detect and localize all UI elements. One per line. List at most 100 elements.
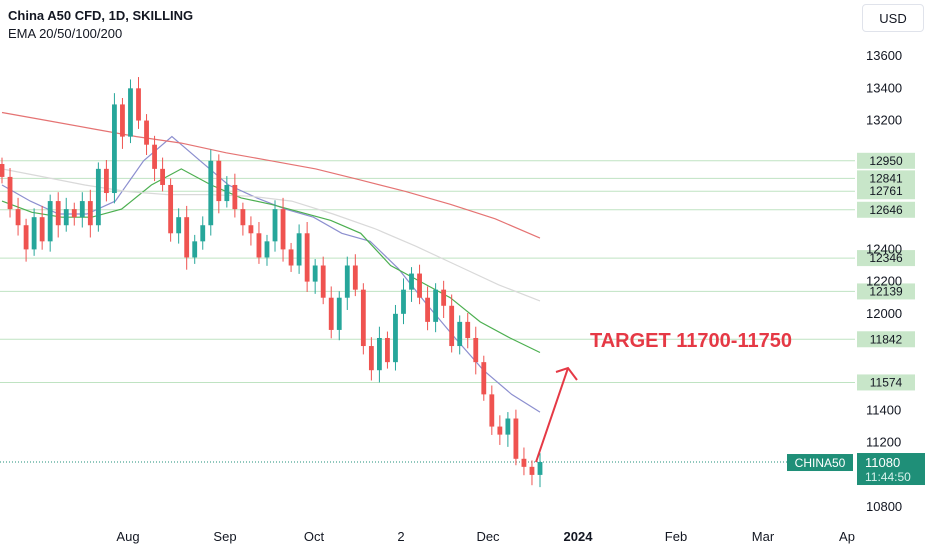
candle-body	[505, 418, 511, 435]
candle-body	[160, 168, 166, 185]
candle-body	[328, 297, 334, 330]
symbol-tag: CHINA50	[795, 456, 846, 470]
y-tick-label: 12000	[866, 306, 902, 321]
x-tick-label: Ap	[839, 529, 855, 544]
candle-body	[31, 217, 37, 250]
candle-body	[296, 233, 302, 266]
x-tick-label: Oct	[304, 529, 325, 544]
x-tick-label: Aug	[116, 529, 139, 544]
level-label: 12139	[869, 284, 903, 298]
candle-body	[441, 289, 447, 306]
y-tick-label: 11400	[866, 402, 901, 417]
currency-button[interactable]: USD	[862, 4, 924, 32]
candlesticks	[0, 77, 543, 488]
level-label: 11574	[870, 375, 903, 389]
candle-body	[272, 209, 278, 242]
y-tick-label: 13400	[866, 80, 902, 95]
y-tick-label: 12200	[866, 274, 902, 289]
candle-body	[320, 265, 326, 298]
level-label: 12646	[869, 203, 903, 217]
candle-body	[136, 88, 141, 121]
candle-body	[168, 184, 174, 234]
candle-body	[465, 321, 471, 338]
x-tick-label: 2024	[564, 529, 594, 544]
candle-body	[457, 321, 463, 347]
ema-lines	[1, 111, 541, 413]
candle-body	[216, 160, 222, 202]
candle-body	[152, 144, 157, 169]
y-axis: 10800 11200 11400 12000 12200 12400 13200 13400…	[866, 48, 902, 514]
candle-body	[513, 418, 519, 459]
candle-body	[473, 337, 479, 363]
y-tick-label: 13600	[866, 48, 902, 63]
candle-body	[192, 241, 198, 258]
candle-body	[232, 184, 238, 210]
target-arrow-head	[555, 366, 578, 381]
candle-body	[39, 217, 45, 242]
candle-body	[120, 104, 125, 137]
candle-body	[184, 217, 190, 258]
candle-body	[312, 265, 318, 282]
indicator-label: EMA 20/50/100/200	[8, 26, 123, 41]
candle-body	[385, 337, 390, 363]
candle-body	[79, 201, 85, 218]
x-tick-label: Sep	[213, 529, 236, 544]
candle-body	[103, 168, 109, 194]
target-arrow-shaft	[535, 367, 569, 463]
level-label-bg	[857, 201, 915, 218]
symbol-tag-bg	[787, 454, 853, 472]
candle-body	[256, 233, 262, 258]
candle-body	[144, 120, 149, 145]
candle-body	[344, 265, 350, 298]
x-tick-label: Dec	[476, 529, 500, 544]
candle-body	[200, 225, 206, 242]
target-annotation-text: TARGET 11700-11750	[590, 330, 792, 352]
level-label-bg	[857, 183, 915, 200]
candle-body	[521, 458, 527, 467]
ema-line	[1, 111, 541, 239]
candle-body	[288, 249, 294, 266]
level-label: 12761	[869, 184, 903, 198]
chart-title: China A50 CFD, 1D, SKILLING	[8, 8, 194, 23]
candle-body	[208, 160, 214, 226]
x-tick-label: Mar	[752, 529, 775, 544]
candle-body	[401, 289, 406, 314]
candle-body	[425, 297, 430, 322]
y-tick-label: 12400	[866, 241, 902, 256]
level-label: 12346	[869, 251, 903, 265]
price-tag-value: 11080	[865, 455, 900, 470]
candle-body	[376, 337, 382, 371]
candle-body	[360, 289, 366, 347]
candle-body	[47, 201, 53, 242]
level-label: 12841	[869, 171, 903, 185]
candle-body	[95, 168, 101, 226]
level-label-bg	[857, 283, 915, 300]
level-label-bg	[857, 250, 915, 267]
level-label-bg	[857, 331, 915, 348]
candle-body	[481, 362, 487, 395]
candle-body	[176, 217, 182, 234]
candle-body	[264, 241, 270, 258]
level-label-bg	[857, 152, 915, 169]
candle-body	[7, 176, 13, 210]
candle-body	[63, 209, 69, 226]
candle-body	[23, 225, 29, 250]
candle-body	[224, 184, 230, 202]
candle-body	[87, 201, 93, 226]
candle-body	[280, 209, 286, 250]
price-tag-countdown: 11:44:50	[865, 470, 911, 484]
candle-body	[529, 466, 535, 475]
candle-body	[409, 273, 414, 290]
candle-body	[417, 273, 422, 298]
candle-body	[393, 313, 398, 363]
candle-body	[304, 233, 310, 282]
candle-body	[15, 209, 21, 226]
level-label-bg	[857, 170, 915, 187]
x-axis: Aug Sep Oct 2 Dec 2024 Feb Mar Ap	[116, 529, 855, 544]
y-tick-label: 11200	[866, 435, 901, 450]
ema-line	[1, 168, 541, 302]
level-label: 12950	[869, 154, 903, 168]
